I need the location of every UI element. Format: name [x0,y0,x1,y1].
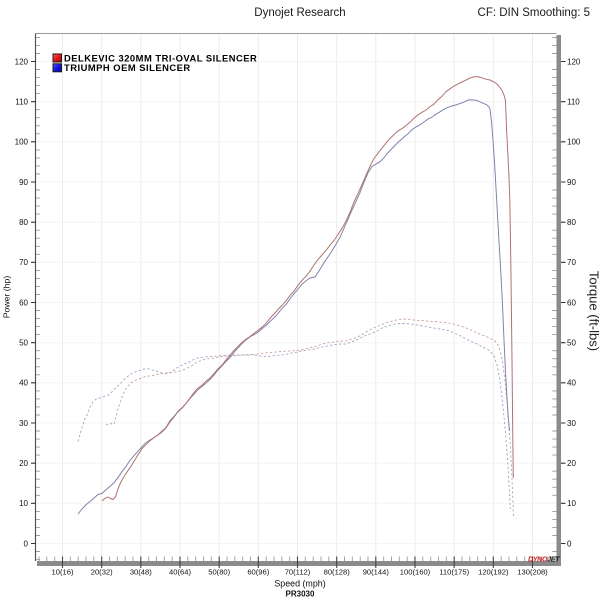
svg-text:100: 100 [15,138,29,147]
svg-text:30(48): 30(48) [130,568,152,577]
svg-text:10(16): 10(16) [52,568,74,577]
svg-text:80(128): 80(128) [324,568,351,577]
svg-text:10: 10 [19,499,28,508]
svg-text:50: 50 [567,339,576,348]
svg-text:50(80): 50(80) [208,568,230,577]
svg-text:20: 20 [567,459,576,468]
svg-text:100: 100 [567,138,581,147]
svg-text:70(112): 70(112) [285,568,311,577]
svg-text:0: 0 [567,539,572,548]
svg-text:100(160): 100(160) [400,568,431,577]
svg-text:TRIUMPH OEM SILENCER: TRIUMPH OEM SILENCER [64,62,191,73]
svg-text:120: 120 [567,57,581,66]
svg-text:60(96): 60(96) [247,568,269,577]
svg-text:10: 10 [567,499,576,508]
svg-text:90: 90 [19,178,28,187]
svg-text:60: 60 [567,298,576,307]
svg-text:80: 80 [19,218,28,227]
svg-text:110(175): 110(175) [439,568,469,577]
svg-text:20: 20 [19,459,28,468]
svg-text:130(208): 130(208) [517,568,548,577]
svg-text:80: 80 [567,218,576,227]
svg-text:PR3030: PR3030 [286,590,315,599]
svg-text:Power (hp): Power (hp) [2,276,12,319]
svg-text:50: 50 [19,339,28,348]
svg-text:Dynojet Research: Dynojet Research [254,7,345,19]
svg-text:120(192): 120(192) [478,568,509,577]
svg-text:110: 110 [567,98,580,107]
svg-text:90: 90 [567,178,576,187]
svg-text:DELKEVIC 320MM TRI-OVAL SILENC: DELKEVIC 320MM TRI-OVAL SILENCER [64,53,257,64]
svg-text:Torque (ft-lbs): Torque (ft-lbs) [587,271,600,351]
svg-text:CF: DIN Smoothing: 5: CF: DIN Smoothing: 5 [478,7,590,19]
svg-text:Speed (mph): Speed (mph) [274,578,325,588]
svg-text:110: 110 [15,98,28,107]
svg-text:0: 0 [24,539,29,548]
svg-text:90(144): 90(144) [363,568,390,577]
svg-text:20(32): 20(32) [91,568,113,577]
svg-text:40: 40 [567,379,576,388]
svg-text:60: 60 [19,298,28,307]
svg-text:40: 40 [19,379,28,388]
svg-text:120: 120 [15,57,29,66]
svg-text:70: 70 [19,258,28,267]
svg-text:30: 30 [19,419,28,428]
svg-text:70: 70 [567,258,576,267]
svg-text:40(64): 40(64) [169,568,191,577]
svg-text:DYNOJET: DYNOJET [528,555,560,564]
svg-text:30: 30 [567,419,576,428]
